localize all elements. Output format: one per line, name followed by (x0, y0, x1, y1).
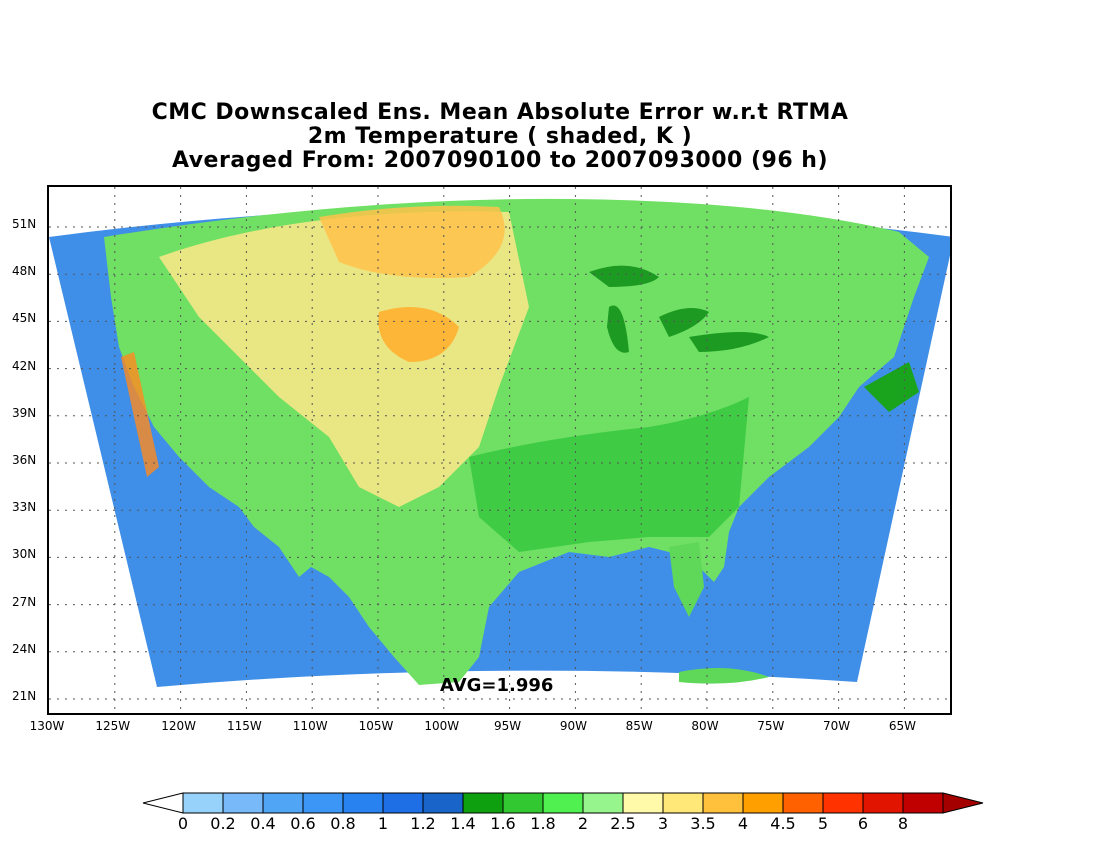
colorbar-tick-label: 2.5 (610, 814, 636, 833)
title-line-2: 2m Temperature ( shaded, K ) (307, 124, 693, 149)
colorbar-swatch (902, 792, 944, 814)
colorbar-swatch (862, 792, 904, 814)
lat-label: 30N (12, 547, 37, 562)
florida (669, 542, 704, 617)
colorbar-swatch (502, 792, 544, 814)
lat-label: 36N (12, 453, 37, 467)
colorbar-tick-label: 1.4 (450, 814, 476, 833)
colorbar-tick-label: 0.6 (290, 814, 316, 833)
title-line-1: CMC Downscaled Ens. Mean Absolute Error … (151, 100, 849, 125)
colorbar-swatch (222, 792, 264, 814)
title-line-3: Averaged From: 2007090100 to 2007093000 … (171, 148, 829, 173)
colorbar-swatch (342, 792, 384, 814)
lon-label: 115W (227, 719, 262, 733)
lat-label: 24N (12, 641, 37, 656)
colorbar-tick-label: 6 (857, 814, 869, 833)
colorbar-max-arrow (942, 792, 984, 814)
colorbar-tick-label: 0.4 (250, 814, 276, 833)
lon-label: 95W (494, 719, 522, 733)
lon-label: 70W (823, 719, 851, 733)
colorbar-swatch (702, 792, 744, 814)
lat-label: 39N (12, 405, 37, 420)
lat-label: 42N (12, 358, 37, 373)
colorbar-swatch (302, 792, 344, 814)
graticule (49, 187, 950, 713)
lon-label: 85W (625, 719, 653, 733)
colorbar-tick-label: 1.6 (490, 814, 516, 833)
region-west-coast-hot (121, 352, 159, 477)
colorbar-tick-label: 3.5 (690, 814, 716, 833)
lon-label: 80W (691, 719, 719, 733)
colorbar-tick-label: 5 (817, 814, 829, 833)
lon-label: 90W (559, 719, 587, 733)
lon-label: 100W (424, 719, 460, 733)
colorbar-swatch (382, 792, 424, 814)
nova-scotia (864, 362, 919, 412)
colorbar-swatch (422, 792, 464, 814)
colorbar-tick-label: 4 (737, 814, 749, 833)
colorbar-swatch (742, 792, 784, 814)
colorbar-swatch (542, 792, 584, 814)
lat-label: 51N (12, 217, 37, 231)
map-panel (47, 185, 952, 715)
map-svg (49, 187, 950, 713)
lat-label: 27N (12, 594, 37, 609)
region-southeast-low-error (469, 397, 749, 552)
region-high-error (378, 307, 459, 362)
lon-label: 130W (29, 719, 65, 733)
colorbar-swatch (782, 792, 824, 814)
lat-label: 45N (12, 311, 37, 326)
colorbar-tick-label: 1.8 (530, 814, 556, 833)
gulf-of-california (239, 542, 314, 652)
lon-label: 105W (358, 719, 394, 733)
lon-label: 65W (888, 719, 916, 733)
colorbar-swatch (182, 792, 224, 814)
colorbar-swatch (822, 792, 864, 814)
colorbar-tick-label: 0 (177, 814, 189, 833)
colorbar-swatch (582, 792, 624, 814)
colorbar-swatch (262, 792, 304, 814)
lon-label: 75W (757, 719, 785, 733)
colorbar-tick-label: 2 (577, 814, 589, 833)
cuba (679, 668, 769, 684)
colorbar-swatch (662, 792, 704, 814)
colorbar-tick-label: 1.2 (410, 814, 436, 833)
colorbar-swatch (462, 792, 504, 814)
colorbar-tick-label: 0.8 (330, 814, 356, 833)
colorbar-tick-label: 4.5 (770, 814, 796, 833)
great-lakes (589, 265, 769, 353)
colorbar-tick-label: 0.2 (210, 814, 236, 833)
colorbar-min-arrow (142, 792, 184, 814)
lon-label: 110W (292, 719, 328, 733)
colorbar-tick-label: 1 (377, 814, 389, 833)
lon-label: 125W (95, 719, 131, 733)
lat-label: 21N (12, 689, 37, 703)
lon-label: 120W (161, 719, 196, 733)
lat-label: 33N (12, 500, 37, 515)
colorbar-tick-label: 3 (657, 814, 669, 833)
colorbar-tick-label: 8 (897, 814, 909, 833)
colorbar-swatch (622, 792, 664, 814)
lat-label: 48N (12, 264, 37, 279)
average-label: AVG=1.996 (440, 675, 554, 696)
region-high-error-north (319, 205, 505, 278)
region-moderate-error (159, 211, 529, 507)
